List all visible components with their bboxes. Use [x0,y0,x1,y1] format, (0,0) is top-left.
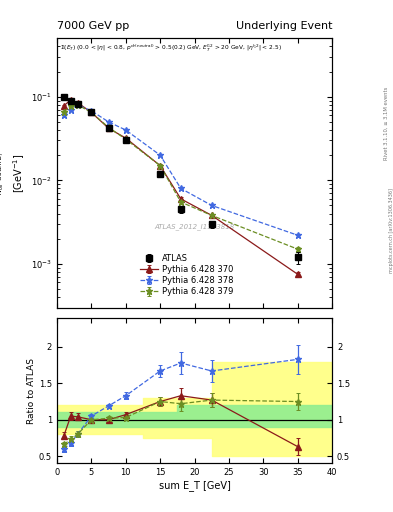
Y-axis label: $\frac{1}{N_\mathrm{ori}}\,\frac{\mathrm{d}N_\mathrm{ori}}{\mathrm{d}\,\mathrm{s: $\frac{1}{N_\mathrm{ori}}\,\frac{\mathrm… [0,151,27,196]
X-axis label: sum E_T [GeV]: sum E_T [GeV] [159,480,230,491]
Y-axis label: Ratio to ATLAS: Ratio to ATLAS [27,357,36,423]
Text: $\Sigma(E_T)$ (0.0 < |$\eta$| < 0.8, $p^{\mathrm{ch(neutral)}}$ > 0.5(0.2) GeV, : $\Sigma(E_T)$ (0.0 < |$\eta$| < 0.8, $p^… [60,42,281,53]
Text: mcplots.cern.ch [arXiv:1306.3436]: mcplots.cern.ch [arXiv:1306.3436] [389,188,393,273]
Text: ATLAS_2012_I1183818: ATLAS_2012_I1183818 [154,223,235,230]
Text: 7000 GeV pp: 7000 GeV pp [57,20,129,31]
Text: Underlying Event: Underlying Event [235,20,332,31]
Text: Rivet 3.1.10, ≥ 3.1M events: Rivet 3.1.10, ≥ 3.1M events [384,86,388,160]
Legend: ATLAS, Pythia 6.428 370, Pythia 6.428 378, Pythia 6.428 379: ATLAS, Pythia 6.428 370, Pythia 6.428 37… [138,252,235,298]
